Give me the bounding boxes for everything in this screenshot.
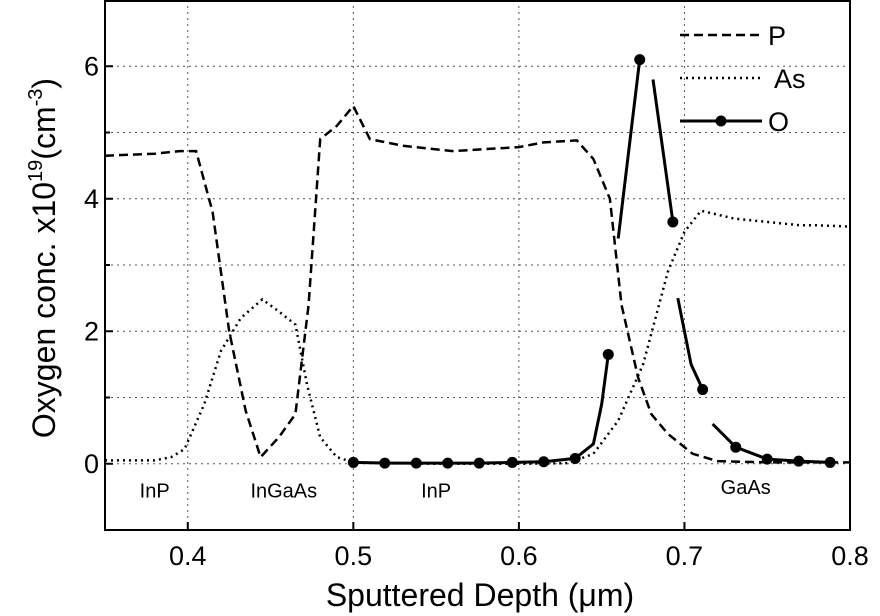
series-O-point-10 <box>667 216 679 228</box>
y-tick-label: 0 <box>84 449 99 479</box>
series-O-point-9 <box>634 54 646 66</box>
y-tick-label: 6 <box>84 51 99 81</box>
region-annotations: InP InGaAs InP GaAs <box>140 477 771 502</box>
series-O-point-0 <box>347 456 359 468</box>
series-O-line-segment-3 <box>676 297 705 391</box>
series-O-line-segment-2 <box>651 79 675 223</box>
y-axis-title-unit-exponent: -3 <box>25 89 47 107</box>
x-tick-label: 0.6 <box>500 541 538 571</box>
series-O-point-12 <box>730 441 742 453</box>
region-label-1: InGaAs <box>250 480 317 502</box>
legend-label-P: P <box>768 21 786 51</box>
series-O-point-1 <box>379 457 391 469</box>
series-O-point-2 <box>410 457 422 469</box>
series-O-point-11 <box>697 384 709 396</box>
region-label-0: InP <box>140 480 170 502</box>
y-axis-title-main: Oxygen conc. x10 <box>26 182 62 438</box>
legend-label-O: O <box>768 107 789 137</box>
y-axis-title-close: ) <box>26 78 62 89</box>
series-O-point-6 <box>538 456 550 468</box>
series-O-point-7 <box>569 452 581 464</box>
y-tick-label: 4 <box>84 184 99 214</box>
series-layer <box>104 54 851 469</box>
y-axis-title-exponent: 19 <box>25 160 47 182</box>
series-As <box>105 209 851 466</box>
series-O-line-segment-1 <box>616 59 642 239</box>
x-tick-label: 0.5 <box>335 541 373 571</box>
region-label-3: GaAs <box>721 477 771 499</box>
series-O-point-13 <box>761 453 773 465</box>
x-tick-label: 0.7 <box>666 541 704 571</box>
grid <box>105 0 850 530</box>
axis-ticks: 0.4 0.5 0.6 0.7 0.8 0 2 4 6 <box>84 0 869 571</box>
y-axis-title-unit: (cm <box>26 106 62 159</box>
x-tick-label: 0.4 <box>169 541 207 571</box>
series-O-point-15 <box>824 456 836 468</box>
legend: P As O <box>680 21 806 137</box>
x-axis-title: Sputtered Depth (μm) <box>326 577 634 613</box>
legend-marker-O <box>715 115 727 127</box>
series-O <box>347 54 836 469</box>
y-axis-title: Oxygen conc. x1019(cm-3) <box>25 78 62 438</box>
legend-label-As: As <box>774 64 806 94</box>
series-O-line-segment-0 <box>353 354 610 465</box>
series-O-point-5 <box>506 456 518 468</box>
series-P <box>104 103 850 464</box>
series-O-point-14 <box>793 455 805 467</box>
x-tick-label: 0.8 <box>831 541 869 571</box>
y-tick-label: 2 <box>84 316 99 346</box>
series-As-line-segment-0 <box>105 209 851 466</box>
series-O-point-8 <box>602 348 614 360</box>
region-label-2: InP <box>421 480 451 502</box>
series-P-line-segment-0 <box>104 103 850 464</box>
series-O-point-3 <box>442 457 454 469</box>
series-O-point-4 <box>473 457 485 469</box>
